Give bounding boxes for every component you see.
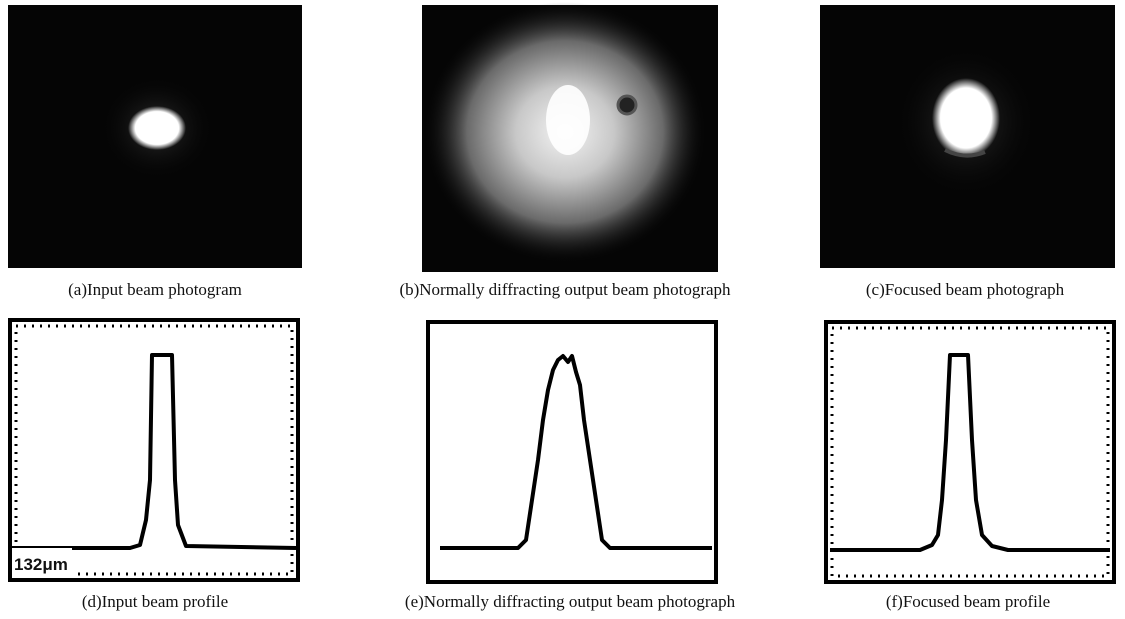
profile-f: [824, 320, 1116, 584]
photo-a: [8, 5, 302, 268]
photo-c: [820, 5, 1115, 268]
scale-label: 132μm: [14, 555, 68, 574]
caption: (c)Focused beam photograph: [866, 280, 1065, 299]
profile-e: [426, 320, 718, 584]
profile-d: 132μm: [8, 318, 300, 582]
caption: (f)Focused beam profile: [886, 592, 1050, 611]
caption: (b)Normally diffracting output beam phot…: [399, 280, 731, 299]
caption: (a)Input beam photogram: [68, 280, 242, 299]
caption: (e)Normally diffracting output beam phot…: [405, 592, 736, 611]
photo-b: [422, 2, 718, 272]
caption: (d)Input beam profile: [82, 592, 228, 611]
